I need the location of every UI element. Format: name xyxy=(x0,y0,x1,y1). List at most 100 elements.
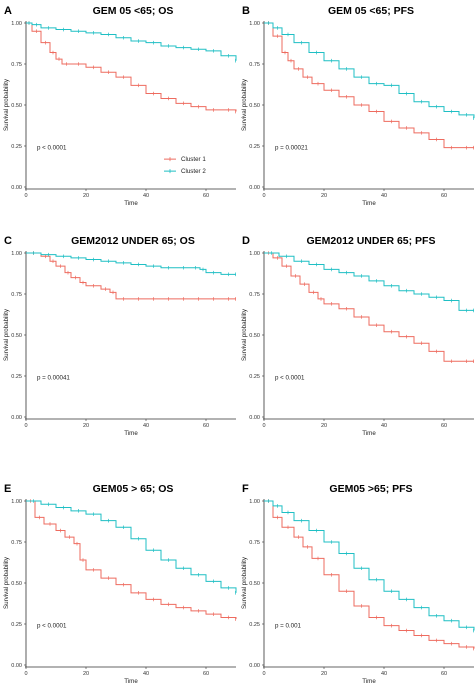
y-tick-label: 0.75 xyxy=(249,62,260,68)
panel-letter: D xyxy=(242,235,250,247)
x-axis-label: Time xyxy=(362,678,376,685)
km-curve-cluster-1 xyxy=(264,252,474,362)
x-tick-label: 20 xyxy=(83,423,89,429)
panel-title: GEM2012 UNDER 65; PFS xyxy=(307,235,436,247)
y-tick-label: 0.50 xyxy=(11,333,22,339)
y-tick-label: 0.75 xyxy=(249,540,260,546)
x-tick-label: 40 xyxy=(381,193,387,199)
y-tick-label: 0.50 xyxy=(249,581,260,587)
x-axis-label: Time xyxy=(124,678,138,685)
km-curve-cluster-2 xyxy=(264,22,475,119)
y-tick-label: 0.00 xyxy=(249,185,260,191)
panel-letter: E xyxy=(4,483,11,495)
km-curve-cluster-1 xyxy=(26,500,237,620)
p-value: p = 0.001 xyxy=(275,622,302,629)
y-axis-label: Survival probability xyxy=(3,308,10,361)
km-curve-cluster-1 xyxy=(264,500,475,649)
y-tick-label: 1.00 xyxy=(249,499,260,505)
y-tick-label: 0.75 xyxy=(249,292,260,298)
x-tick-label: 0 xyxy=(24,193,27,199)
y-tick-label: 0.75 xyxy=(11,292,22,298)
x-tick-label: 20 xyxy=(321,671,327,677)
km-curve-cluster-2 xyxy=(26,500,237,593)
x-axis-label: Time xyxy=(362,200,376,207)
panel-letter: B xyxy=(242,5,250,17)
y-tick-label: 0.00 xyxy=(249,663,260,669)
legend-label: Cluster 2 xyxy=(181,168,206,175)
y-tick-label: 0.75 xyxy=(11,62,22,68)
y-tick-label: 0.50 xyxy=(249,333,260,339)
x-tick-label: 60 xyxy=(203,671,209,677)
legend-label: Cluster 1 xyxy=(181,156,206,163)
km-curve-cluster-2 xyxy=(264,252,474,311)
x-tick-label: 60 xyxy=(441,671,447,677)
y-tick-label: 0.25 xyxy=(11,144,22,150)
x-axis-label: Time xyxy=(124,430,138,437)
y-tick-label: 1.00 xyxy=(249,251,260,257)
x-tick-label: 60 xyxy=(203,423,209,429)
panel-letter: A xyxy=(4,5,12,17)
km-curve-cluster-2 xyxy=(26,252,236,275)
p-value: p < 0.0001 xyxy=(275,374,305,381)
y-tick-label: 0.25 xyxy=(249,622,260,628)
x-tick-label: 60 xyxy=(441,423,447,429)
x-tick-label: 0 xyxy=(24,671,27,677)
x-tick-label: 40 xyxy=(381,671,387,677)
y-tick-label: 1.00 xyxy=(11,499,22,505)
p-value: p < 0.0001 xyxy=(37,622,67,629)
panel-title: GEM 05 <65; PFS xyxy=(328,5,414,17)
p-value: p < 0.0001 xyxy=(37,144,67,151)
x-tick-label: 0 xyxy=(262,423,265,429)
y-tick-label: 0.00 xyxy=(11,415,22,421)
panel-title: GEM 05 <65; OS xyxy=(93,5,174,17)
y-tick-label: 1.00 xyxy=(11,251,22,257)
p-value: p = 0.00021 xyxy=(275,144,308,151)
y-tick-label: 0.25 xyxy=(11,374,22,380)
y-tick-label: 0.50 xyxy=(11,103,22,109)
panel-title: GEM05 >65; PFS xyxy=(329,483,412,495)
km-panel-c: C GEM2012 UNDER 65; OS 0.00 0.25 0.50 0.75 1.0… xyxy=(3,235,236,437)
x-tick-label: 20 xyxy=(83,193,89,199)
y-axis-label: Survival probability xyxy=(241,556,248,609)
panel-letter: F xyxy=(242,483,249,495)
y-tick-label: 1.00 xyxy=(249,21,260,27)
y-axis-label: Survival probability xyxy=(3,78,10,131)
km-panel-d: D GEM2012 UNDER 65; PFS 0.00 0.25 0.50 0.75 1.… xyxy=(241,235,474,437)
x-axis-label: Time xyxy=(124,200,138,207)
x-tick-label: 20 xyxy=(321,423,327,429)
x-tick-label: 60 xyxy=(441,193,447,199)
x-tick-label: 40 xyxy=(143,193,149,199)
y-tick-label: 0.75 xyxy=(11,540,22,546)
x-tick-label: 0 xyxy=(262,193,265,199)
km-curve-cluster-1 xyxy=(264,22,474,149)
y-tick-label: 0.00 xyxy=(249,415,260,421)
y-tick-label: 0.00 xyxy=(11,185,22,191)
x-axis-label: Time xyxy=(362,430,376,437)
km-panel-f: F GEM05 >65; PFS 0.00 0.25 0.50 0.75 1.00 0 20 40… xyxy=(241,483,475,685)
y-tick-label: 1.00 xyxy=(11,21,22,27)
y-tick-label: 0.50 xyxy=(11,581,22,587)
km-panel-a: A GEM 05 <65; OS 0.00 0.25 0.50 0.75 1.00 0 20 40… xyxy=(3,5,237,207)
x-tick-label: 40 xyxy=(381,423,387,429)
y-axis-label: Survival probability xyxy=(241,308,248,361)
x-tick-label: 0 xyxy=(24,423,27,429)
p-value: p = 0.00041 xyxy=(37,374,70,381)
y-tick-label: 0.50 xyxy=(249,103,260,109)
panel-title: GEM2012 UNDER 65; OS xyxy=(71,235,195,247)
x-tick-label: 40 xyxy=(143,423,149,429)
y-tick-label: 0.25 xyxy=(11,622,22,628)
x-tick-label: 20 xyxy=(321,193,327,199)
x-tick-label: 0 xyxy=(262,671,265,677)
km-panel-b: B GEM 05 <65; PFS 0.00 0.25 0.50 0.75 1.00 0 20 4… xyxy=(241,5,475,207)
x-tick-label: 20 xyxy=(83,671,89,677)
km-curve-cluster-2 xyxy=(26,22,237,61)
y-tick-label: 0.25 xyxy=(249,374,260,380)
legend: Cluster 1 Cluster 2 xyxy=(164,156,206,175)
y-axis-label: Survival probability xyxy=(241,78,248,131)
y-tick-label: 0.25 xyxy=(249,144,260,150)
km-curve-cluster-1 xyxy=(26,252,236,300)
x-tick-label: 40 xyxy=(143,671,149,677)
y-axis-label: Survival probability xyxy=(3,556,10,609)
x-tick-label: 60 xyxy=(203,193,209,199)
